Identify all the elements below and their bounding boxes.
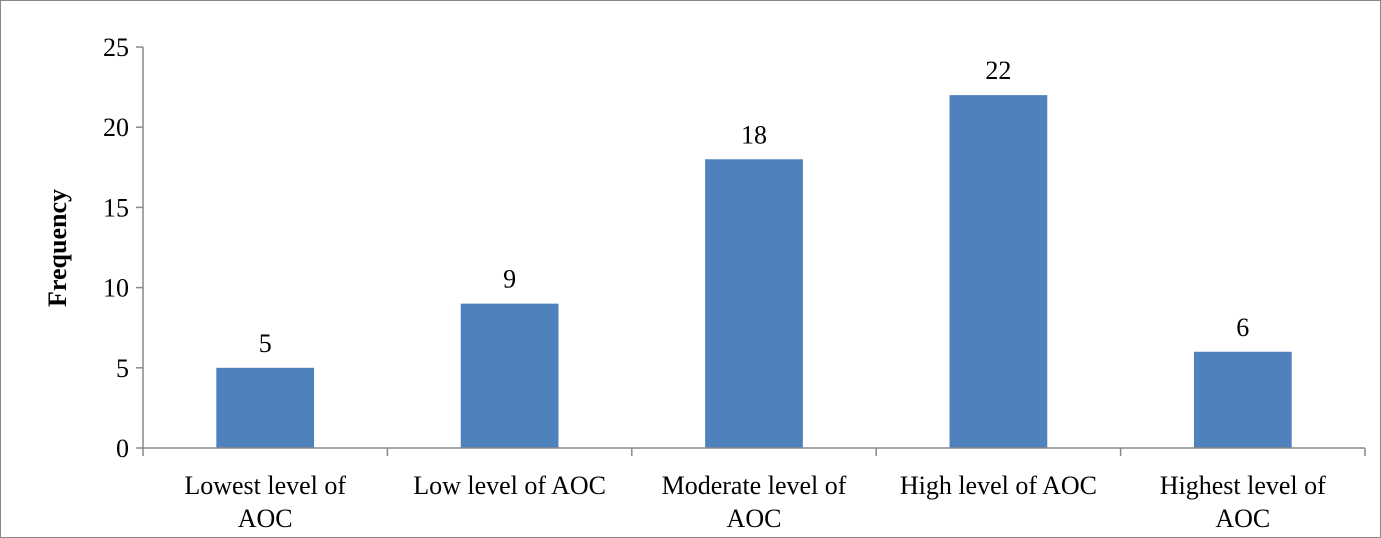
bars: [216, 95, 1292, 449]
y-tick-label: 0: [116, 434, 129, 463]
y-tick-label: 25: [103, 33, 129, 62]
y-axis-ticks: 0 5 10 15 20 25: [103, 33, 143, 463]
x-tick-label: Lowest level of AOC: [184, 471, 346, 533]
bar: [216, 367, 315, 448]
bar: [460, 303, 559, 448]
y-tick-label: 10: [103, 274, 129, 303]
x-tick-label: Highest level of AOC: [1160, 471, 1326, 533]
bar: [949, 95, 1048, 449]
y-tick-label: 15: [103, 193, 129, 222]
x-tick-label: Moderate level of AOC: [662, 471, 847, 533]
x-tick-label: Low level of AOC: [413, 471, 606, 500]
data-label: 18: [741, 120, 767, 149]
data-label: 22: [985, 56, 1011, 85]
x-axis-labels: Lowest level of AOC Low level of AOC Modera…: [142, 448, 1366, 533]
x-tick-label: High level of AOC: [900, 471, 1097, 500]
bar: [705, 159, 803, 448]
data-label: 5: [259, 329, 272, 358]
data-labels: 5 9 18 22 6: [259, 56, 1250, 358]
bar: [1193, 351, 1292, 448]
y-tick-label: 20: [103, 113, 129, 142]
y-axis-label: Frequency: [43, 189, 72, 307]
data-label: 6: [1236, 313, 1249, 342]
y-tick-label: 5: [116, 354, 129, 383]
data-label: 9: [503, 265, 516, 294]
